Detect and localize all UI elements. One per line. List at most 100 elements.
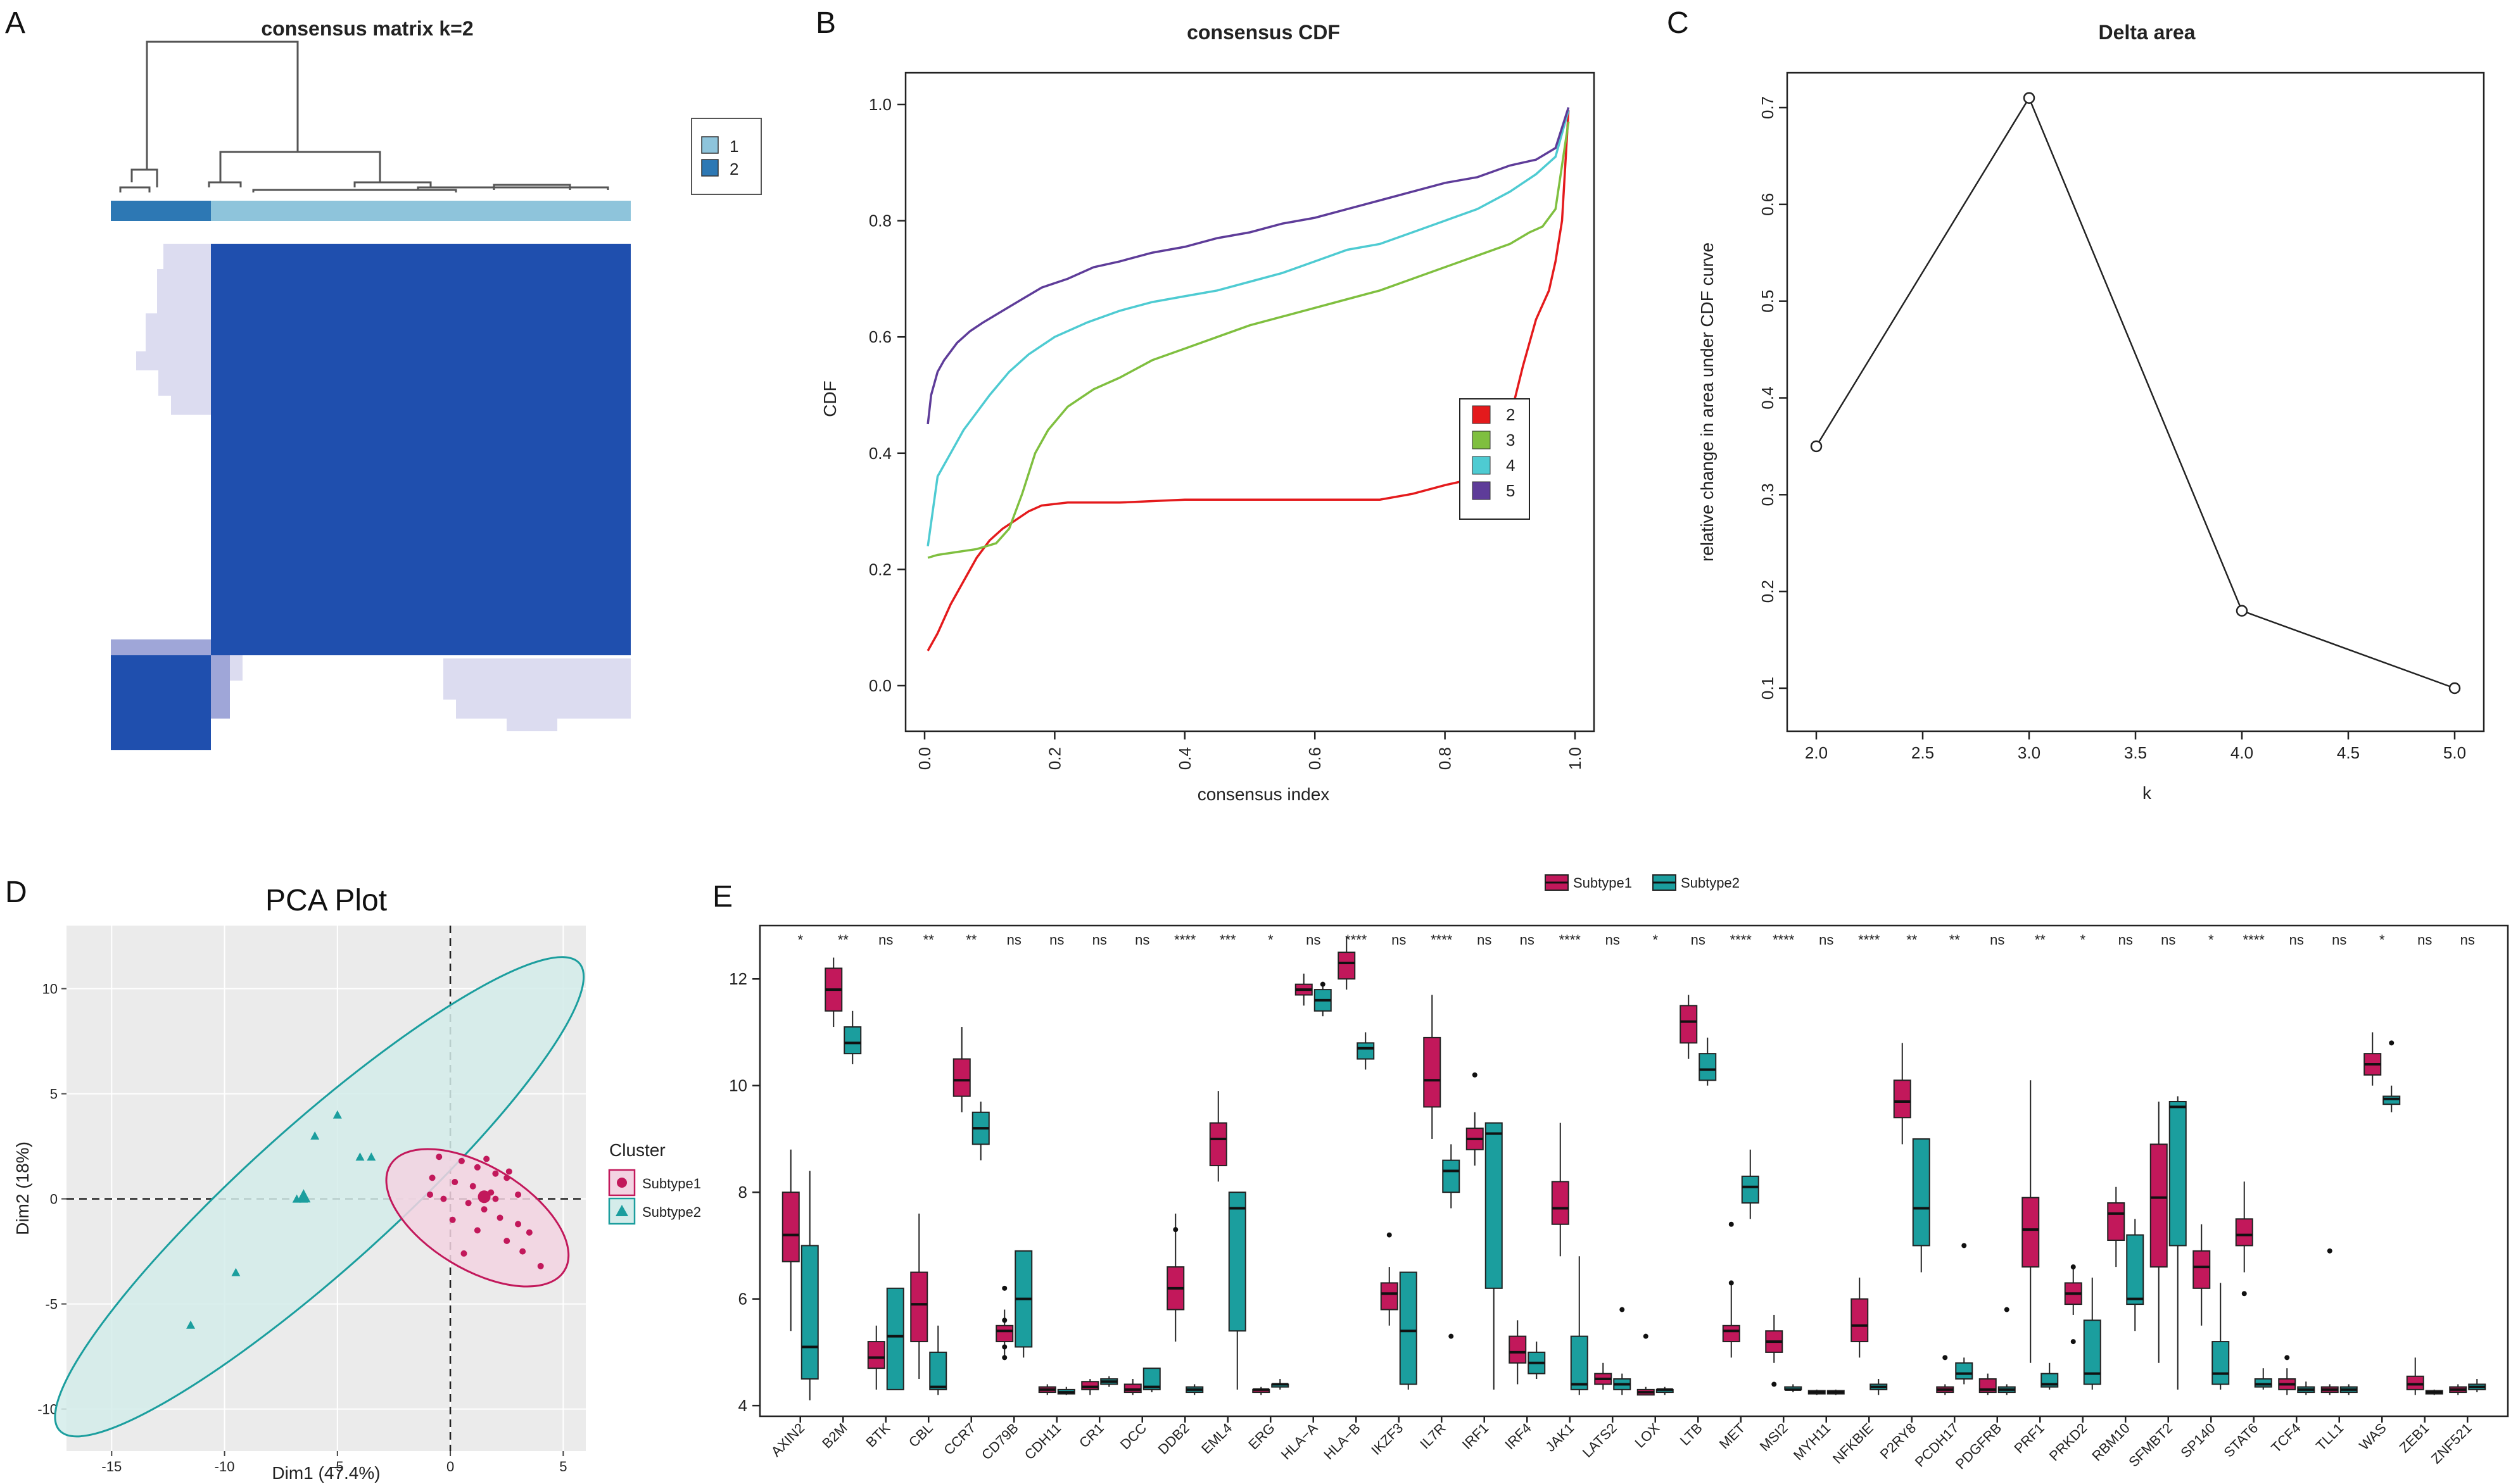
pca-legend-label-Subtype2: Subtype2 <box>642 1204 701 1220</box>
heatmap-mid-strip <box>111 639 230 719</box>
pca-point-Subtype2 <box>231 1267 241 1276</box>
legend-swatch-2 <box>701 159 719 177</box>
delta-xtick-label: 2.5 <box>1911 743 1934 762</box>
panel-label-e: E <box>712 880 733 914</box>
pca-ytick-label: 10 <box>42 981 58 997</box>
box-significance-label: ns <box>2460 932 2475 948</box>
box-significance-label: ns <box>1819 932 1833 948</box>
box-outlier-Subtype1 <box>1002 1285 1008 1291</box>
box-Subtype1 <box>2107 1202 2125 1242</box>
pca-xtick-label: 5 <box>559 1459 567 1475</box>
heatmap-cluster-1-bar <box>111 201 211 221</box>
box-category-label: PRKD2 <box>2046 1420 2091 1464</box>
box-Subtype2 <box>1570 1335 1588 1390</box>
box-Subtype2 <box>1484 1122 1503 1289</box>
box-outlier-Subtype1 <box>1386 1232 1392 1238</box>
box-Subtype2 <box>1912 1138 1930 1247</box>
box-significance-label: ** <box>2035 932 2046 948</box>
pca-point-Subtype1 <box>452 1179 459 1186</box>
pca-legend: Subtype1 Subtype2 <box>608 1169 701 1225</box>
delta-xtick-label: 3.0 <box>2018 743 2040 762</box>
box-Subtype1 <box>1123 1383 1142 1393</box>
cdf-lines <box>927 107 1570 651</box>
box-ytick-label: 8 <box>738 1183 747 1202</box>
box-significance-label: ** <box>923 932 935 948</box>
box-significance-label: ns <box>2417 932 2432 948</box>
box-significance-label: * <box>2379 932 2385 948</box>
pca-point-Subtype2 <box>310 1131 320 1140</box>
heatmap-title: consensus matrix k=2 <box>261 17 473 40</box>
box-significance-label: ** <box>1906 932 1918 948</box>
cdf-ylabel: CDF <box>820 380 840 417</box>
pca-legend-title: Cluster <box>609 1140 666 1160</box>
box-legend-label-Subtype1: Subtype1 <box>1573 875 1632 891</box>
box-category-label: LTB <box>1677 1420 1705 1449</box>
box-significance-label: * <box>2080 932 2085 948</box>
delta-ytick-label: 0.5 <box>1758 290 1777 313</box>
box-outlier-Subtype1 <box>1002 1344 1008 1350</box>
box-Subtype1 <box>1722 1324 1740 1343</box>
box-significance-label: ns <box>878 932 893 948</box>
pca-legend-label-Subtype1: Subtype1 <box>642 1176 701 1192</box>
pca-points <box>186 1110 544 1329</box>
panel-label-d: D <box>5 876 27 909</box>
box-category-label: PRF1 <box>2011 1420 2047 1456</box>
pca-ytick-label: 0 <box>50 1192 58 1207</box>
box-outlier-Subtype1 <box>1002 1317 1008 1323</box>
cdf-ytick-label: 1.0 <box>869 95 892 114</box>
box-Subtype1 <box>1423 1036 1441 1108</box>
delta-ylabel: relative change in area under CDF curve <box>1697 242 1717 562</box>
pca-point-Subtype1 <box>515 1221 522 1228</box>
cdf-axes: 0.0 0.2 0.4 0.6 0.8 1.0 0.0 0.2 0.4 0.6 0.8 1.0 <box>869 95 1585 770</box>
pca-title: PCA Plot <box>265 884 387 917</box>
box-Subtype2 <box>1399 1271 1417 1385</box>
box-significance-label: ns <box>2161 932 2175 948</box>
pca-point-Subtype1 <box>429 1174 436 1181</box>
box-Subtype2 <box>929 1351 947 1390</box>
box-outlier-Subtype1 <box>1643 1333 1648 1339</box>
delta-xtick-label: 2.0 <box>1805 743 1828 762</box>
delta-frame <box>1786 72 2485 733</box>
pca-legend-marker-Subtype1 <box>617 1178 627 1188</box>
delta-point <box>2448 682 2461 695</box>
delta-ytick-label: 0.6 <box>1758 193 1777 216</box>
pca-centroid-Subtype2 <box>296 1189 311 1203</box>
box-significance-label: ns <box>2289 932 2304 948</box>
box-Subtype1 <box>1680 1005 1698 1044</box>
box-significance-label: ns <box>1049 932 1064 948</box>
box-outlier-Subtype2 <box>2004 1307 2009 1312</box>
box-category-label: TLL1 <box>2313 1420 2346 1454</box>
box-Subtype1 <box>910 1271 928 1343</box>
box-significance-label: ** <box>1949 932 1961 948</box>
box-significance-label: **** <box>1858 932 1880 948</box>
box-significance-label: **** <box>2243 932 2265 948</box>
box-Subtype1 <box>996 1324 1014 1343</box>
cdf-xtick-label: 0.6 <box>1305 747 1324 770</box>
box-outlier-Subtype1 <box>1771 1381 1777 1387</box>
delta-ytick-label: 0.3 <box>1758 483 1777 506</box>
box-category-label: BTK <box>863 1420 893 1450</box>
cdf-legend-label-4: 4 <box>1506 456 1515 475</box>
box-category-label: ERG <box>1245 1420 1277 1452</box>
box-significance-label: ns <box>1520 932 1534 948</box>
cdf-title: consensus CDF <box>1187 21 1340 44</box>
box-category-label: CD79B <box>978 1420 1022 1463</box>
delta-path <box>1815 96 2455 689</box>
pca-point-Subtype1 <box>526 1229 533 1236</box>
pca-point-Subtype1 <box>519 1248 526 1255</box>
box-significance-label: ns <box>1391 932 1406 948</box>
box-Subtype2 <box>886 1287 904 1390</box>
box-Subtype1 <box>1551 1181 1569 1225</box>
delta-point <box>2236 605 2248 617</box>
delta-xtick-label: 3.5 <box>2124 743 2147 762</box>
cdf-ytick-label: 0.2 <box>869 560 892 579</box>
delta-point <box>1810 440 1823 453</box>
box-outlier-Subtype2 <box>1320 981 1325 987</box>
heatmap-block-1 <box>111 655 211 750</box>
box-Subtype1 <box>1081 1381 1099 1390</box>
box-Subtype2 <box>844 1026 862 1055</box>
heatmap-light-region-1 <box>136 244 211 415</box>
cdf-xtick-label: 0.8 <box>1436 747 1455 770</box>
box-category-label: IKZF3 <box>1368 1420 1406 1458</box>
